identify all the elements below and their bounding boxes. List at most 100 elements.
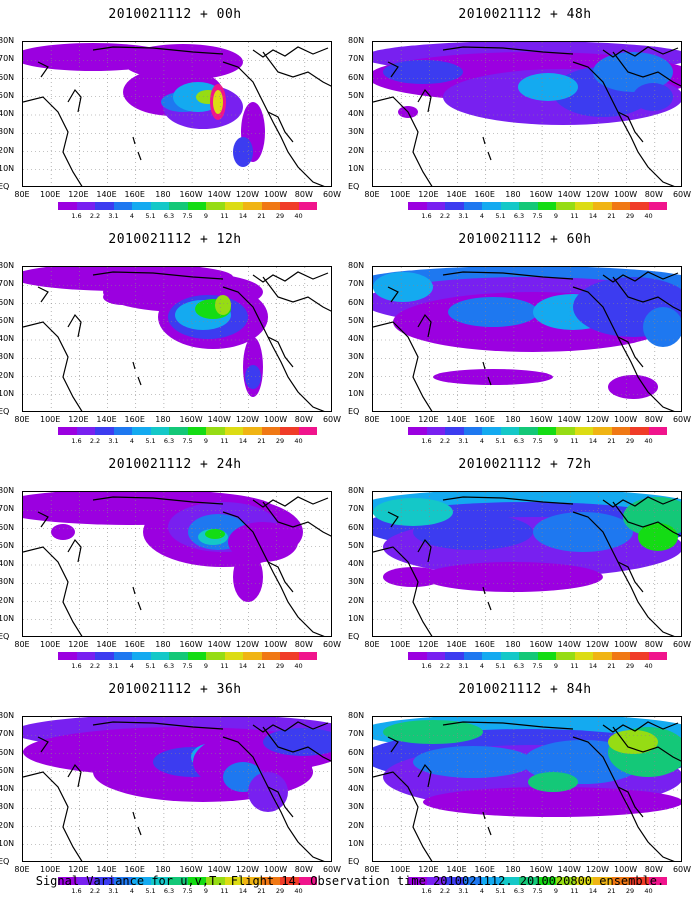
colorbar-swatch — [280, 877, 299, 885]
colorbar-label: 7.5 — [532, 662, 543, 670]
colorbar-label: 6.3 — [163, 662, 175, 670]
heatmap-plot — [372, 41, 682, 187]
colorbar-swatch — [537, 877, 556, 885]
coastline — [572, 736, 675, 861]
coastline — [37, 61, 49, 78]
colorbar-swatch — [611, 427, 630, 435]
colorbar-label: 6.3 — [513, 437, 525, 445]
variance-region — [373, 498, 453, 526]
colorbar-label: 6.3 — [513, 887, 525, 895]
colorbar-swatch — [519, 202, 538, 210]
lon-tick-label: 180 — [155, 865, 171, 874]
coastline — [572, 61, 675, 186]
colorbar-swatch — [593, 652, 612, 660]
variance-region — [263, 728, 331, 756]
variance-region — [593, 52, 673, 92]
colorbar-label: 11 — [570, 887, 579, 895]
lon-tick-label: 100W — [614, 190, 638, 199]
colorbar-label: 40 — [294, 887, 303, 895]
coastline — [417, 763, 432, 788]
colorbar-label: 9 — [553, 887, 559, 895]
lat-tick-label: 10N — [348, 613, 365, 623]
colorbar-swatch — [113, 427, 132, 435]
lon-tick-label: 140E — [96, 415, 117, 424]
variance-region — [245, 365, 261, 389]
lat-tick-label: EQ — [348, 182, 360, 191]
colorbar-label: 3.1 — [458, 887, 469, 895]
coastline — [482, 136, 492, 161]
colorbar-label: 4 — [129, 662, 135, 670]
lon-tick-label: 160E — [124, 865, 145, 874]
colorbar-label: 11 — [220, 662, 229, 670]
coastline — [262, 276, 331, 312]
colorbar — [408, 652, 667, 660]
colorbar-label: 1.6 — [421, 887, 432, 895]
lon-tick-label: 160E — [124, 190, 145, 199]
colorbar-label: 40 — [644, 212, 653, 220]
colorbar-label: 40 — [644, 887, 653, 895]
colorbar-label: 7.5 — [532, 437, 543, 445]
colorbar-label: 3.1 — [108, 887, 119, 895]
coastline — [267, 786, 294, 818]
lon-tick-label: 80W — [644, 640, 663, 649]
coastline — [222, 736, 325, 861]
heatmap-svg — [373, 267, 681, 411]
lon-tick-label: 120E — [418, 415, 439, 424]
lon-tick-label: 160E — [474, 640, 495, 649]
heatmap-svg — [373, 492, 681, 636]
colorbar-swatch — [280, 427, 299, 435]
lat-tick-label: 50N — [348, 315, 365, 325]
colorbar-swatch — [132, 427, 151, 435]
variance-region — [638, 523, 678, 551]
lat-tick-label: 30N — [0, 352, 15, 362]
lat-tick-label: 40N — [0, 334, 15, 343]
colorbar-label: 9 — [553, 662, 559, 670]
colorbar-swatch — [243, 877, 262, 885]
colorbar-swatch — [187, 652, 206, 660]
colorbar-label: 3.1 — [108, 662, 119, 670]
colorbar-swatch — [463, 877, 482, 885]
lon-tick-label: 140W — [557, 190, 581, 199]
colorbar-swatch — [482, 202, 501, 210]
lon-tick-label: 180 — [505, 640, 521, 649]
lon-tick-label: 120W — [235, 190, 260, 199]
lon-tick-label: 60W — [322, 640, 342, 649]
lon-tick-label: 140E — [96, 865, 117, 874]
lon-tick-label: 160W — [179, 640, 203, 649]
lon-tick-label: 120E — [68, 190, 89, 199]
coastline — [482, 811, 492, 836]
lat-tick-label: 60N — [348, 297, 365, 307]
colorbar-swatch — [593, 427, 612, 435]
lon-tick-label: 100W — [264, 640, 288, 649]
lat-tick-label: 40N — [348, 334, 365, 343]
lon-tick-label: 120W — [235, 415, 260, 424]
lon-tick-label: 140E — [96, 190, 117, 199]
colorbar-swatch — [243, 427, 262, 435]
lon-tick-label: 100W — [264, 865, 288, 874]
colorbar-swatch — [408, 652, 427, 660]
lon-tick-label: 60W — [322, 865, 342, 874]
colorbar-swatch — [298, 877, 317, 885]
panel-title: 2010021112 + 00h — [108, 7, 242, 22]
lon-tick-label: 180 — [505, 415, 521, 424]
heatmap-plot — [22, 41, 332, 187]
variance-region — [423, 787, 681, 817]
colorbar-swatch — [113, 877, 132, 885]
coastline — [262, 51, 331, 87]
heatmap-svg — [23, 267, 331, 411]
colorbar-swatch — [58, 427, 77, 435]
lat-tick-label: EQ — [0, 407, 10, 416]
coastline — [602, 496, 679, 508]
forecast-panel-48h: 2010021112 + 48h 80N 70N 60N 50N 40N 30N 20N 10N… — [348, 0, 700, 225]
colorbar-swatch — [556, 427, 575, 435]
lat-tick-label: 30N — [0, 127, 15, 137]
lon-tick-label: 100W — [264, 190, 288, 199]
lat-tick-label: 70N — [348, 279, 365, 289]
coastline — [617, 561, 644, 593]
coastline — [602, 271, 679, 283]
colorbar-label: 4 — [479, 662, 485, 670]
lon-tick-label: 120W — [235, 640, 260, 649]
colorbar-label: 6.3 — [163, 887, 175, 895]
colorbar-label: 9 — [203, 662, 209, 670]
heatmap-plot — [372, 266, 682, 412]
